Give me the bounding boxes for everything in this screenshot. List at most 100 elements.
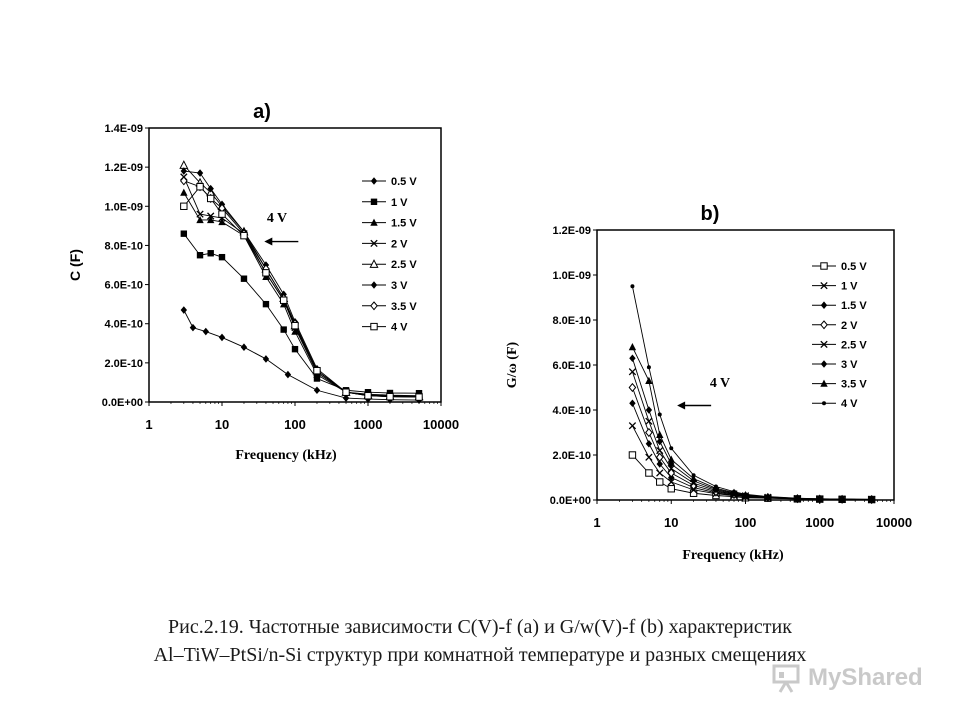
- panel-label-a: a): [253, 101, 271, 123]
- data-point-b-3-3: [667, 468, 676, 478]
- data-point-a-3-2: [207, 212, 215, 220]
- data-point-b-2-2: [656, 460, 663, 468]
- data-point-a-3-1: [196, 210, 204, 218]
- data-point-a-2-0: [180, 188, 188, 196]
- data-point-a-5-2: [207, 184, 214, 193]
- series-line-b-4: [631, 371, 872, 500]
- data-point-b-4-1: [645, 417, 653, 425]
- legend-label-b-0: 0.5 V: [841, 261, 867, 273]
- legend-label-a-5: 3 V: [391, 280, 408, 292]
- data-point-b-7-4: [691, 473, 696, 478]
- data-point-a-5-0: [180, 167, 188, 175]
- legend-label-b-4: 2.5 V: [841, 339, 867, 351]
- x-tick-label-b-1: 10: [664, 515, 678, 530]
- legend-marker-a-7: [370, 322, 378, 331]
- y-tick-label-a-7: 1.4E-09: [104, 123, 143, 135]
- x-tick-label-a-0: 1: [145, 417, 152, 432]
- data-point-a-2-7: [291, 327, 299, 335]
- data-point-b-7-6: [731, 489, 736, 494]
- legend-marker-b-6: [820, 379, 828, 387]
- data-point-a-7-11: [386, 393, 394, 401]
- series-line-a-0: [183, 309, 420, 401]
- data-point-a-7-7: [291, 321, 299, 330]
- x-tick-label-b-2: 100: [735, 515, 757, 530]
- data-point-a-7-0: [180, 202, 188, 210]
- data-point-a-0-5: [262, 355, 270, 363]
- data-point-a-7-10: [364, 392, 372, 400]
- data-point-a-1-4: [240, 275, 248, 282]
- legend-marker-a-1: [370, 198, 378, 205]
- data-point-a-2-1: [196, 215, 204, 224]
- series-line-b-7: [631, 286, 872, 500]
- y-tick-label-b-3: 6.0E-10: [552, 360, 591, 372]
- legend-marker-b-5: [820, 360, 828, 368]
- y-tick-label-a-2: 4.0E-10: [104, 319, 143, 331]
- legend-marker-a-2: [370, 218, 378, 226]
- data-point-b-1-3: [667, 478, 675, 486]
- x-axis-label-b: Frequency (kHz): [682, 548, 784, 563]
- legend-label-a-6: 3.5 V: [391, 301, 417, 313]
- data-point-a-1-3: [218, 253, 226, 261]
- x-tick-label-a-1: 10: [215, 417, 229, 432]
- presentation-board-icon: [772, 664, 800, 693]
- y-tick-label-b-5: 1.0E-09: [552, 270, 591, 282]
- figure-caption-line-2: Al–TiW–PtSi/n-Si структур при комнатной …: [153, 644, 807, 666]
- legend-marker-b-0: [820, 262, 828, 270]
- legend-marker-a-3: [370, 239, 378, 248]
- data-point-a-2-3: [218, 217, 226, 226]
- y-tick-label-b-4: 8.0E-10: [552, 315, 591, 327]
- legend-marker-b-3: [820, 320, 828, 330]
- data-point-a-2-2: [206, 215, 215, 224]
- data-point-b-7-5: [713, 484, 718, 489]
- data-point-b-2-1: [645, 439, 653, 448]
- y-tick-label-a-6: 1.2E-09: [104, 162, 143, 174]
- legend-label-a-0: 0.5 V: [391, 176, 417, 188]
- legend-marker-a-4: [369, 259, 379, 268]
- legend-label-b-5: 3 V: [841, 359, 858, 371]
- data-point-a-1-7: [291, 345, 299, 353]
- legend-label-b-1: 1 V: [841, 281, 858, 293]
- data-point-b-6-2: [656, 430, 664, 438]
- x-tick-label-a-2: 100: [284, 417, 306, 432]
- legend-label-b-3: 2 V: [841, 320, 858, 332]
- data-point-a-7-6: [279, 296, 288, 304]
- data-point-a-7-5: [262, 269, 270, 277]
- data-point-a-5-1: [196, 169, 204, 177]
- y-tick-label-a-1: 2.0E-10: [104, 358, 143, 370]
- legend-marker-b-4: [820, 340, 828, 349]
- legend-marker-a-0: [370, 177, 378, 185]
- data-point-b-6-1: [645, 376, 653, 384]
- watermark-text: MyShared: [808, 664, 923, 691]
- y-tick-label-a-0: 0.0E+00: [102, 397, 143, 409]
- x-tick-label-a-4: 10000: [423, 417, 459, 432]
- data-point-a-7-9: [342, 388, 350, 396]
- annotation-arrow-head-b: [677, 401, 686, 410]
- chart-b: b) 0.0E+00 2.0E-10 4.0E-10 6.0E-10 8.0E-10 1.0…: [505, 203, 912, 563]
- data-point-b-3-2: [655, 452, 664, 462]
- annotation-text-b: 4 V: [710, 376, 730, 391]
- data-point-b-6-3: [667, 455, 675, 463]
- legend-label-a-1: 1 V: [391, 197, 408, 209]
- y-tick-label-b-6: 1.2E-09: [552, 225, 591, 237]
- panel-label-b: b): [701, 203, 720, 225]
- data-point-b-3-1: [645, 427, 653, 438]
- data-point-b-6-0: [628, 343, 637, 351]
- series-line-b-5: [631, 358, 872, 500]
- data-point-a-1-2: [207, 250, 214, 257]
- data-point-b-1-0: [628, 422, 637, 430]
- data-point-b-7-1: [646, 365, 651, 370]
- data-point-b-7-2: [657, 412, 662, 417]
- data-point-b-1-2: [656, 469, 664, 477]
- data-point-b-5-2: [656, 437, 663, 446]
- legend-label-a-4: 2.5 V: [391, 259, 417, 271]
- data-point-b-7-10: [817, 496, 822, 501]
- data-point-a-0-6: [284, 370, 292, 379]
- legend-marker-b-7: [822, 401, 826, 406]
- figure-caption-line-1: Рис.2.19. Частотные зависимости C(V)-f (…: [168, 616, 792, 638]
- series-line-a-5: [183, 170, 420, 398]
- legend-marker-b-1: [820, 281, 828, 290]
- data-point-b-0-0: [628, 451, 637, 459]
- data-point-b-7-9: [795, 496, 800, 501]
- y-axis-label-b: G/ω (F): [505, 341, 520, 388]
- data-point-b-6-4: [689, 474, 698, 482]
